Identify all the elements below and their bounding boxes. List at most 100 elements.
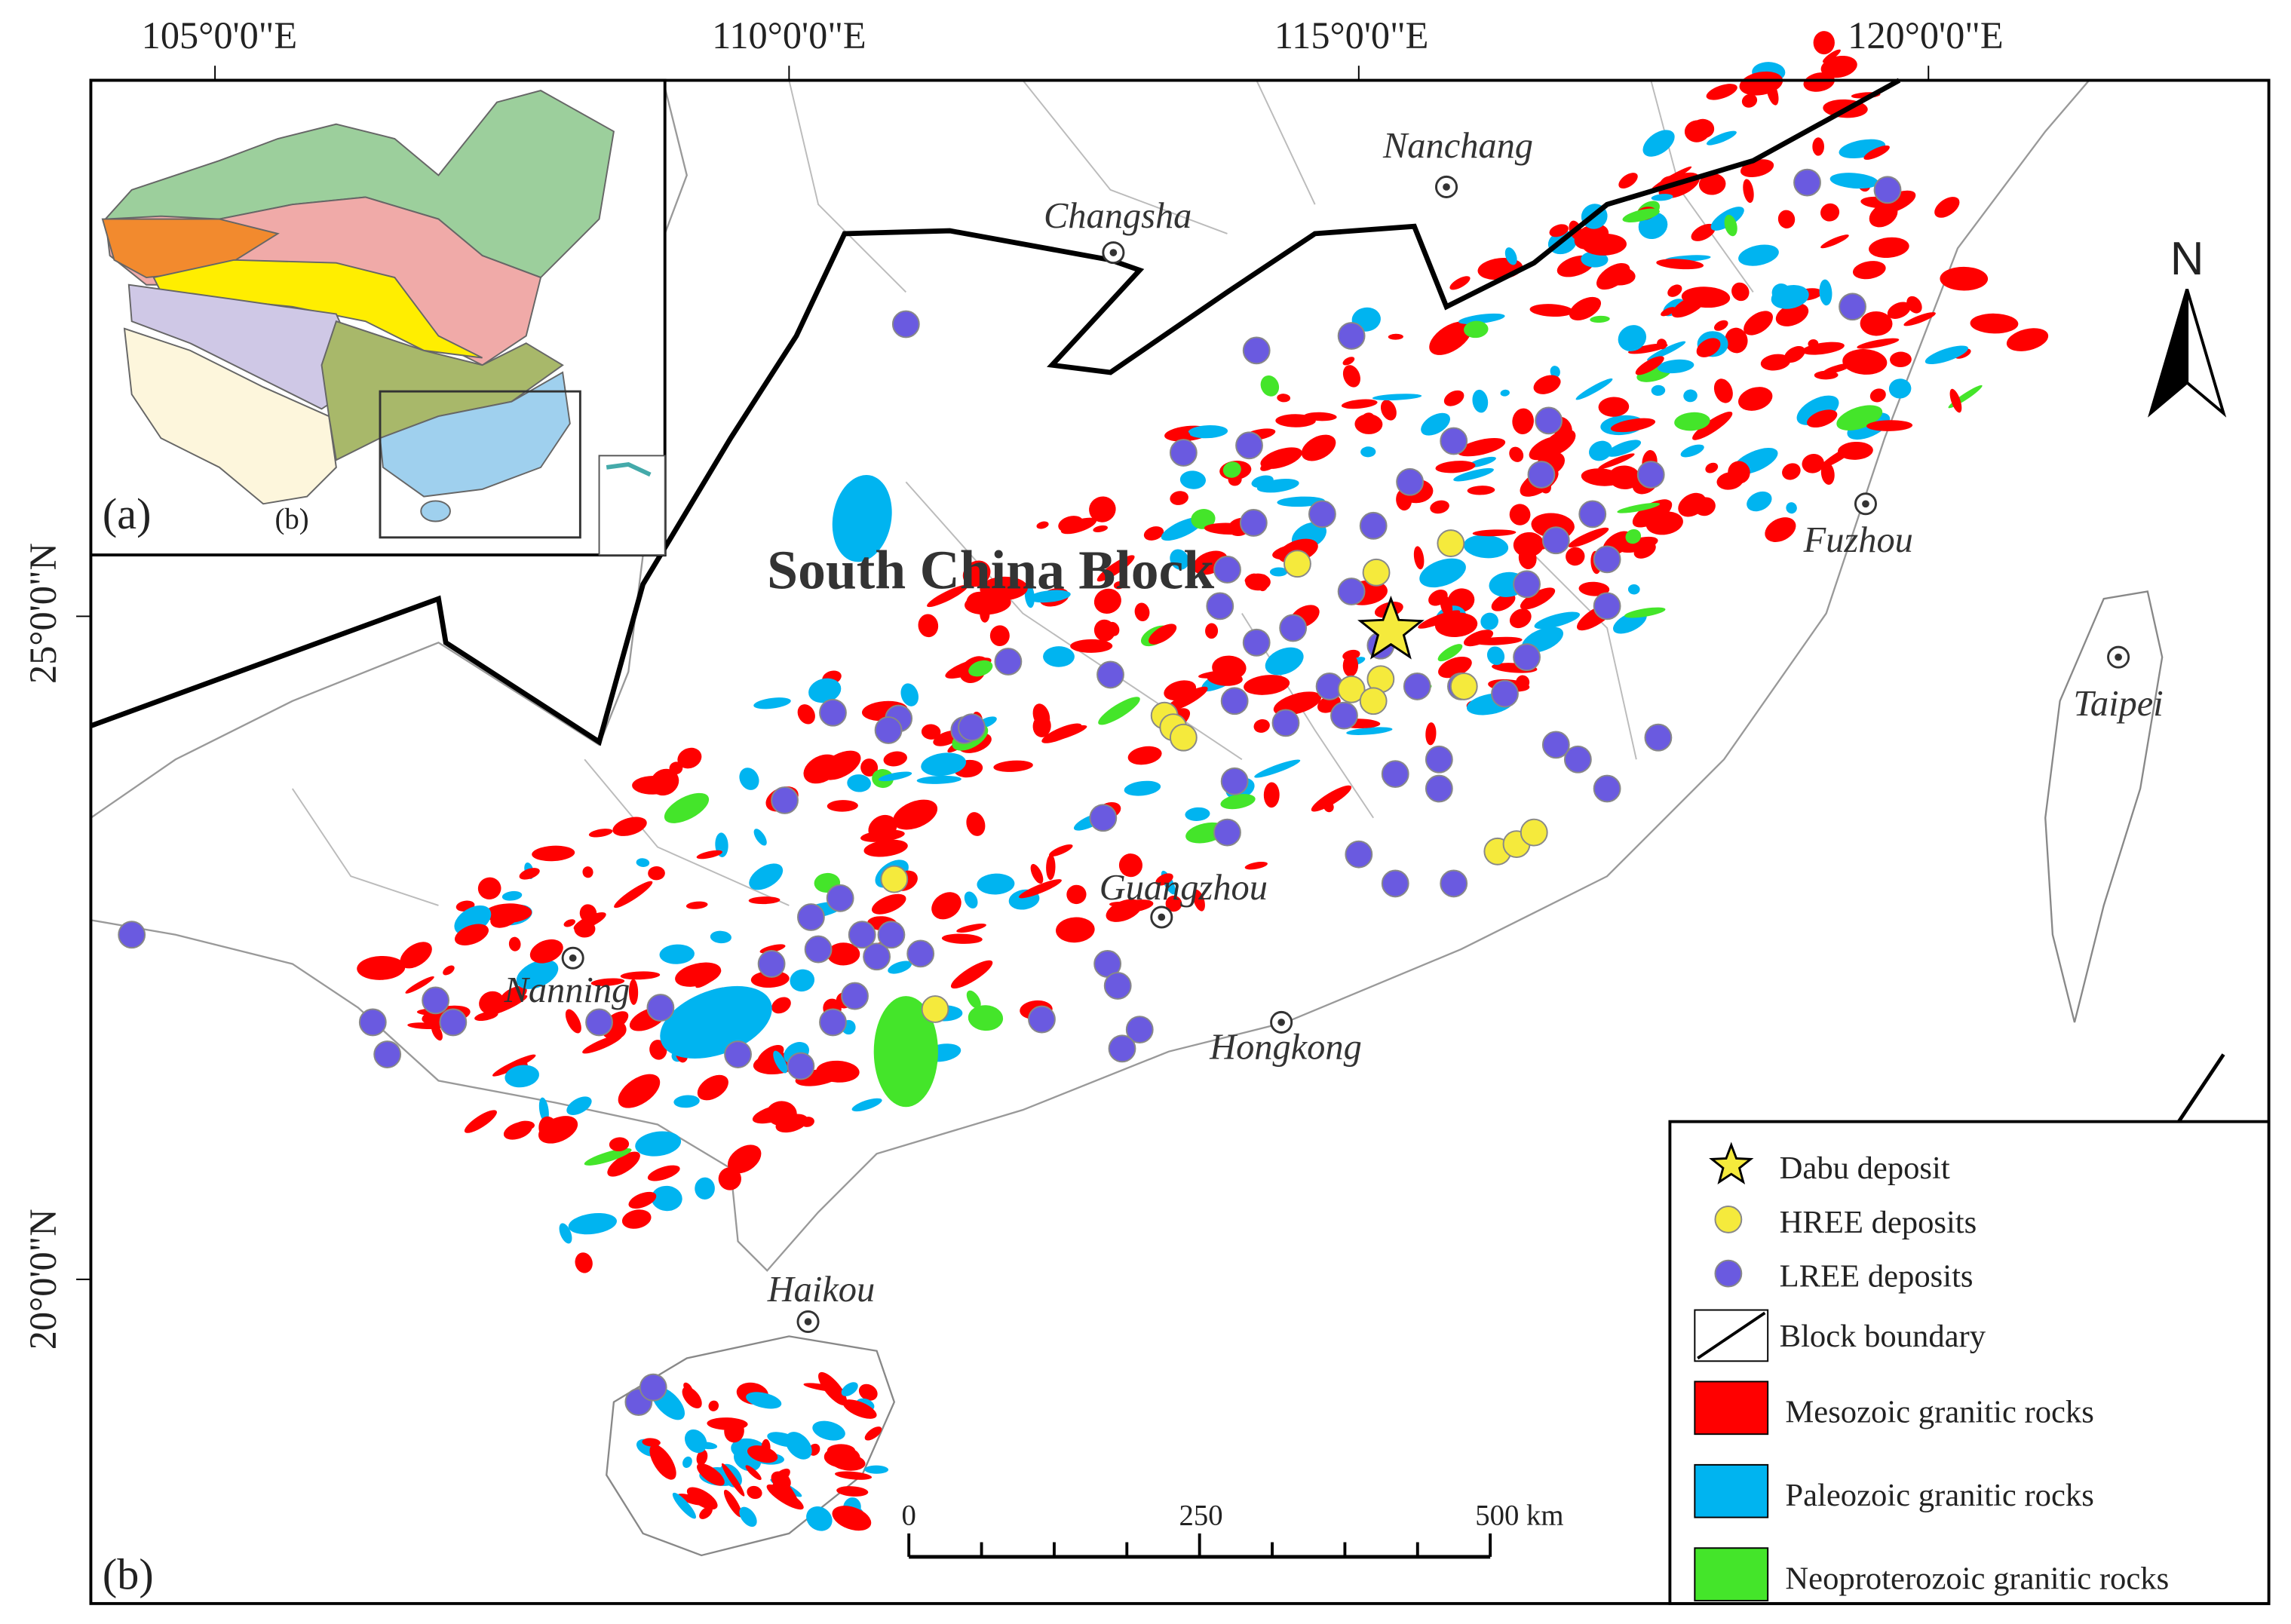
granite-patch — [1569, 296, 1602, 321]
scale-bar: 0 250 500 km — [902, 1499, 1564, 1559]
granite-patch — [710, 930, 731, 944]
city-label: Nanchang — [1382, 126, 1533, 166]
granite-patch — [538, 1116, 578, 1144]
granite-patch — [505, 1065, 539, 1088]
granite-patch — [612, 817, 647, 836]
longitude-label: 115°0'0"E — [1274, 14, 1429, 57]
city-label: Taipei — [2073, 684, 2163, 724]
granite-patch — [405, 976, 434, 994]
granite-patch — [1509, 608, 1532, 629]
lree-deposit — [1513, 570, 1541, 599]
city-label: Hongkong — [1209, 1027, 1362, 1067]
granite-patch — [841, 1382, 858, 1396]
granite-patch — [1869, 203, 1898, 228]
granite-patch — [900, 683, 919, 706]
granite-patch — [1842, 349, 1888, 375]
inset-region — [123, 327, 337, 505]
lree-deposit — [1593, 774, 1621, 803]
granite-patch — [1457, 438, 1506, 457]
granite-patch — [1807, 409, 1838, 428]
granite-patch — [1713, 378, 1733, 403]
granite-patch — [832, 475, 892, 562]
granite-patch — [1263, 782, 1280, 808]
legend-symbol — [1694, 1547, 1769, 1601]
granite-patch — [1590, 315, 1610, 323]
granite-patch — [950, 960, 993, 989]
granite-patch — [1744, 311, 1773, 336]
lree-deposit — [819, 1008, 847, 1037]
city-marker — [1158, 913, 1166, 921]
granite-patch — [1581, 233, 1627, 256]
longitude-label: 110°0'0"E — [712, 14, 866, 57]
granite-patch — [864, 1426, 882, 1441]
granite-patch — [1970, 313, 2019, 334]
granite-patch — [1645, 511, 1683, 535]
lree-deposit — [819, 698, 847, 727]
granite-patch — [1030, 863, 1044, 884]
granite-patch — [1705, 462, 1719, 473]
granite-patch — [816, 1060, 860, 1083]
granite-patch — [827, 942, 860, 966]
granite-patch — [1046, 854, 1056, 881]
north-arrow: N — [2148, 233, 2227, 418]
granite-patch — [1143, 526, 1164, 541]
granite-patch — [1803, 72, 1836, 92]
map-layers — [90, 31, 2225, 1557]
inset-sea — [606, 461, 652, 477]
granite-patch — [1504, 247, 1517, 265]
granite-patch — [1244, 861, 1268, 870]
granite-patch — [1549, 224, 1569, 237]
hree-deposit — [1362, 558, 1391, 587]
granite-patch — [1684, 120, 1710, 142]
granite-patch — [565, 1009, 581, 1034]
granite-patch — [980, 576, 1028, 601]
granite-patch — [1323, 801, 1334, 813]
granite-patch — [1044, 725, 1087, 742]
lree-deposit — [1578, 500, 1607, 529]
granite-patch — [820, 750, 861, 780]
granite-patch — [1463, 630, 1494, 647]
granite-patch — [1467, 486, 1495, 495]
lree-deposit — [1242, 336, 1271, 365]
granite-patch — [1869, 237, 1909, 258]
granite-patch — [538, 1097, 549, 1123]
granite-patch — [1124, 780, 1161, 796]
granite-patch — [514, 1120, 535, 1131]
granite-patch — [516, 959, 559, 989]
granite-patch — [1796, 395, 1839, 425]
hree-deposit — [1337, 675, 1366, 703]
granite-patch — [1857, 338, 1900, 349]
granite-patch — [864, 1465, 889, 1474]
granite-patch — [1170, 549, 1189, 570]
granite-patch — [609, 1137, 630, 1152]
granite-patch — [916, 775, 961, 784]
granite-patch — [677, 1494, 706, 1506]
granite-patch — [1534, 611, 1581, 630]
granite-patch — [1430, 500, 1449, 514]
legend-label: Paleozoic granitic rocks — [1785, 1478, 2093, 1513]
granite-patch — [1516, 675, 1530, 690]
granite-patch — [1106, 621, 1120, 636]
lree-deposit — [1220, 767, 1249, 795]
granite-patch — [1575, 378, 1613, 400]
granite-patch — [1566, 547, 1585, 566]
granite-patch — [1624, 607, 1666, 618]
granite-patch — [582, 866, 593, 878]
lree-deposit — [863, 942, 891, 971]
legend-symbol — [1694, 1380, 1769, 1436]
granite-patch — [1342, 365, 1360, 388]
granite-patch — [832, 1506, 872, 1531]
granite-patch — [532, 845, 575, 862]
granite-patch — [1166, 686, 1208, 712]
granite-patch — [1049, 844, 1073, 857]
map-frame — [89, 78, 2271, 1605]
granite-patch — [1070, 639, 1113, 653]
arrow-half — [2148, 288, 2189, 418]
granite-patch — [1512, 408, 1534, 435]
granite-patch — [574, 920, 596, 938]
inset-extent-box — [379, 390, 581, 539]
granite-patch — [863, 839, 908, 857]
granite-patch — [797, 704, 815, 725]
granite-patch — [484, 903, 532, 924]
city-marker — [1862, 500, 1869, 508]
